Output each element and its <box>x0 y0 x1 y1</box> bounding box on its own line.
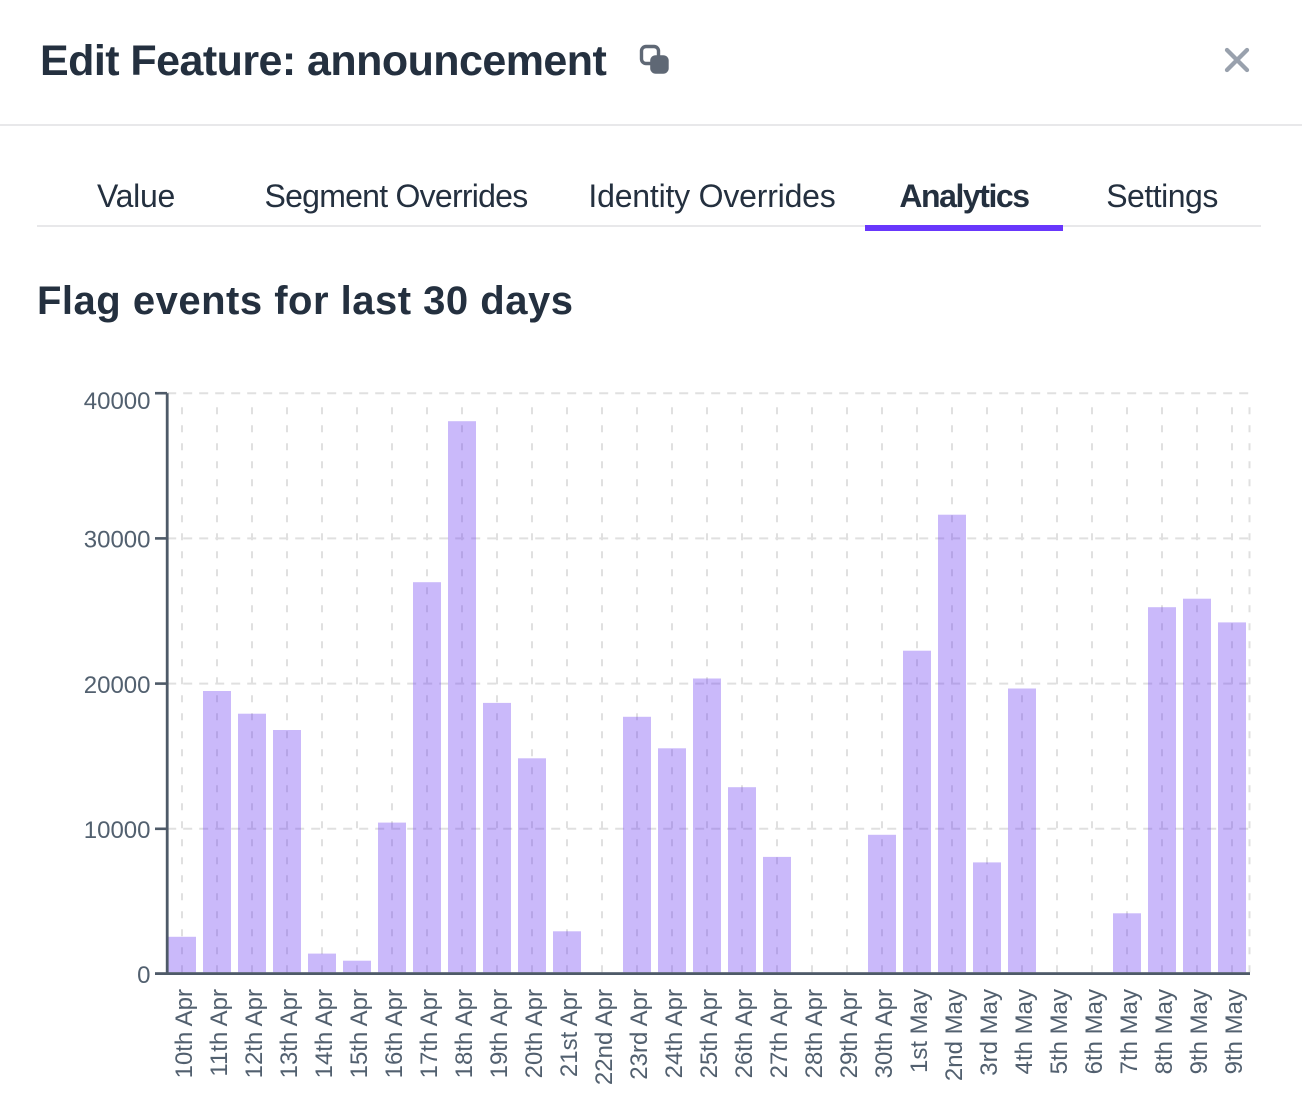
svg-text:27th Apr: 27th Apr <box>766 989 793 1078</box>
svg-text:21st Apr: 21st Apr <box>556 989 583 1077</box>
svg-text:30000: 30000 <box>84 527 151 554</box>
svg-text:12th Apr: 12th Apr <box>241 989 268 1078</box>
svg-text:4th May: 4th May <box>1011 989 1038 1074</box>
svg-text:28th Apr: 28th Apr <box>801 989 828 1078</box>
svg-text:22nd Apr: 22nd Apr <box>591 989 618 1085</box>
svg-text:24th Apr: 24th Apr <box>661 989 688 1078</box>
svg-text:16th Apr: 16th Apr <box>381 989 408 1078</box>
svg-text:9th May: 9th May <box>1186 989 1213 1074</box>
svg-text:10th Apr: 10th Apr <box>171 989 198 1078</box>
svg-text:7th May: 7th May <box>1116 989 1143 1074</box>
svg-text:10000: 10000 <box>84 817 151 844</box>
svg-text:29th Apr: 29th Apr <box>836 989 863 1078</box>
svg-text:20th Apr: 20th Apr <box>521 989 548 1078</box>
svg-text:8th May: 8th May <box>1151 989 1178 1074</box>
svg-text:14th Apr: 14th Apr <box>311 989 338 1078</box>
svg-text:40000: 40000 <box>84 388 151 415</box>
svg-text:3rd May: 3rd May <box>976 989 1003 1076</box>
svg-text:15th Apr: 15th Apr <box>346 989 373 1078</box>
svg-text:23rd Apr: 23rd Apr <box>626 989 653 1080</box>
svg-text:30th Apr: 30th Apr <box>871 989 898 1078</box>
svg-text:9th May: 9th May <box>1221 989 1248 1074</box>
svg-text:5th May: 5th May <box>1046 989 1073 1074</box>
svg-text:1st May: 1st May <box>906 989 933 1073</box>
svg-text:13th Apr: 13th Apr <box>276 989 303 1078</box>
svg-text:25th Apr: 25th Apr <box>696 989 723 1078</box>
svg-text:20000: 20000 <box>84 672 151 699</box>
svg-text:17th Apr: 17th Apr <box>416 989 443 1078</box>
svg-text:19th Apr: 19th Apr <box>486 989 513 1078</box>
svg-text:0: 0 <box>137 962 150 989</box>
svg-text:26th Apr: 26th Apr <box>731 989 758 1078</box>
svg-text:18th Apr: 18th Apr <box>451 989 478 1078</box>
svg-text:2nd May: 2nd May <box>941 989 968 1081</box>
svg-text:6th May: 6th May <box>1081 989 1108 1074</box>
svg-text:11th Apr: 11th Apr <box>206 989 233 1077</box>
